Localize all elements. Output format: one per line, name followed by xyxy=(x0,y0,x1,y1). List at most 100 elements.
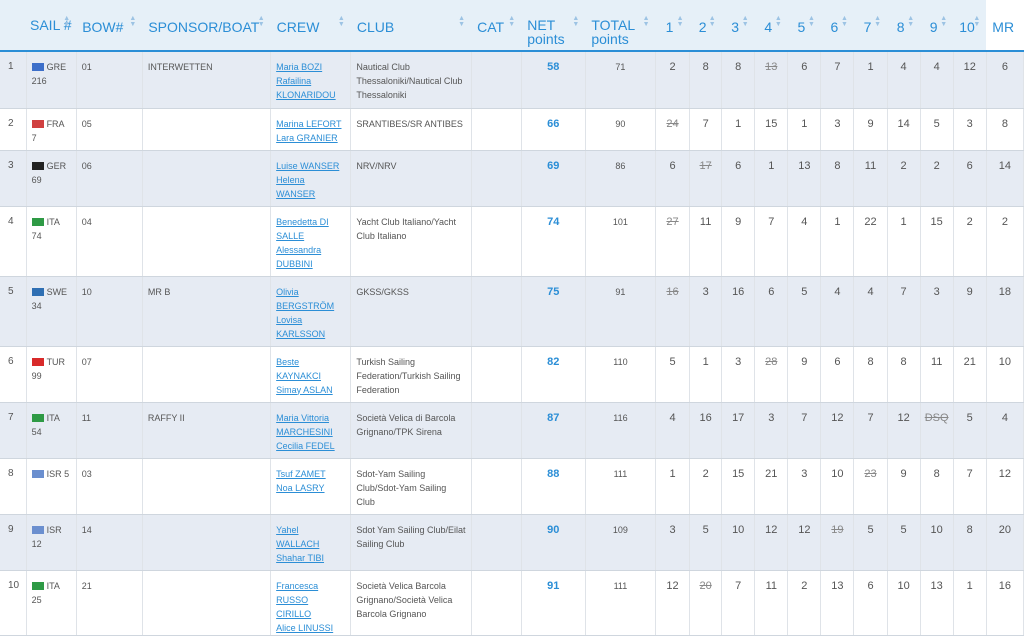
race-score: 2 xyxy=(986,206,1024,277)
col-header-race-8[interactable]: 8 ▲ ▼ xyxy=(887,0,921,52)
col-header-net[interactable]: NET points ▲ ▼ xyxy=(521,0,586,52)
crew-link[interactable]: DUBBINI xyxy=(276,258,313,269)
crew-link[interactable]: Maria Vittoria xyxy=(276,412,329,423)
sort-icon: ▲ ▼ xyxy=(807,15,815,28)
race-score: 9 xyxy=(853,108,888,151)
col-header-bow[interactable]: BOW# ▲ ▼ xyxy=(76,0,143,52)
race-score: 4 xyxy=(887,51,921,109)
crew-link[interactable]: RUSSO CIRILLO xyxy=(276,594,312,619)
race-score: 4 xyxy=(787,206,822,277)
crew-link[interactable]: Marina LEFORT xyxy=(276,118,342,129)
table-row: 2 FRA 7 05 Marina LEFORT Lara GRANIER SRANTIB… xyxy=(0,108,1024,151)
flag-icon xyxy=(31,413,44,422)
crew-cell: Marina LEFORT Lara GRANIER xyxy=(270,108,352,151)
club-cell: Società Velica Barcola Grignano/Società … xyxy=(350,570,472,636)
crew-link[interactable]: KARLSSON xyxy=(276,328,326,339)
crew-cell: Luise WANSER Helena WANSER xyxy=(270,150,352,207)
crew-link[interactable]: SALLE xyxy=(276,230,305,241)
crew-link[interactable]: Lara GRANIER xyxy=(276,132,338,143)
race-score: 16 xyxy=(689,402,723,459)
col-header-race-4[interactable]: 4 ▲ ▼ xyxy=(754,0,788,52)
crew-link[interactable]: WANSER xyxy=(276,188,316,199)
bow-cell: 01 xyxy=(76,51,143,109)
table-row: 5 SWE 34 10 MR B Olivia BERGSTRÖM Lovisa KARLSS… xyxy=(0,276,1024,347)
col-header-race-10[interactable]: 10 ▲ ▼ xyxy=(953,0,987,52)
crew-link[interactable]: Beste xyxy=(276,356,300,367)
cat-cell xyxy=(471,570,522,636)
race-score: 16 xyxy=(721,276,756,347)
sort-icon: ▲ ▼ xyxy=(940,15,948,28)
col-header-race-2[interactable]: 2 ▲ ▼ xyxy=(689,0,722,52)
race-score: DSQ xyxy=(920,402,954,459)
sort-icon: ▲ ▼ xyxy=(257,15,265,28)
table-row: 7 ITA 54 11 RAFFY II Maria Vittoria MARCHESIN… xyxy=(0,402,1024,459)
crew-link[interactable]: KLONARIDOU xyxy=(276,90,336,100)
col-header-race-5[interactable]: 5 ▲ ▼ xyxy=(787,0,821,52)
sort-icon: ▲ ▼ xyxy=(508,15,516,28)
col-header-race-7[interactable]: 7 ▲ ▼ xyxy=(853,0,888,52)
total-points: 111 xyxy=(585,458,657,515)
col-header-sail[interactable]: SAIL # ▲ ▼ xyxy=(0,0,77,52)
race-score: 7 xyxy=(754,206,789,277)
race-score: 8 xyxy=(920,458,954,515)
crew-link[interactable]: MARCHESINI xyxy=(276,426,333,437)
race-score: 8 xyxy=(721,51,756,109)
col-header-race-6[interactable]: 6 ▲ ▼ xyxy=(820,0,854,52)
crew-link[interactable]: Olivia xyxy=(276,286,299,297)
crew-link[interactable]: BERGSTRÖM xyxy=(276,300,335,311)
race-score: 1 xyxy=(887,206,921,277)
sponsor-cell xyxy=(142,206,272,277)
race-score: 7 xyxy=(721,570,756,636)
crew-link[interactable]: Noa LASRY xyxy=(276,482,325,493)
sort-icon: ▲ ▼ xyxy=(973,15,981,28)
race-score: 8 xyxy=(820,150,855,207)
race-score: 17 xyxy=(689,150,723,207)
net-points: 90 xyxy=(521,514,586,571)
net-points: 82 xyxy=(521,346,586,403)
crew-link[interactable]: Francesca xyxy=(276,580,319,591)
col-header-total[interactable]: TOTAL points ▲ ▼ xyxy=(585,0,656,52)
col-header-race-1[interactable]: 1 ▲ ▼ xyxy=(655,0,690,52)
race-score: 8 xyxy=(887,346,921,403)
crew-link[interactable]: Lovisa xyxy=(276,314,303,325)
crew-link[interactable]: Cecilia FEDEL xyxy=(276,440,335,451)
race-score: 12 xyxy=(986,458,1024,515)
crew-link[interactable]: Maria BOZI xyxy=(276,62,323,72)
race-score: 7 xyxy=(887,276,921,347)
sort-icon: ▲ ▼ xyxy=(907,15,915,28)
race-score: 2 xyxy=(953,206,987,277)
crew-link[interactable]: Yahel xyxy=(276,524,299,535)
col-header-race-9[interactable]: 9 ▲ ▼ xyxy=(920,0,954,52)
race-score: 20 xyxy=(689,570,723,636)
crew-link[interactable]: Benedetta DI xyxy=(276,216,329,227)
crew-link[interactable]: Simay ASLAN xyxy=(276,384,333,395)
col-header-cat[interactable]: CAT ▲ ▼ xyxy=(471,0,522,52)
flag-icon xyxy=(31,287,44,296)
col-header-club[interactable]: CLUB ▲ ▼ xyxy=(350,0,472,52)
sort-icon: ▲ ▼ xyxy=(642,15,650,28)
crew-link[interactable]: WALLACH xyxy=(276,538,320,549)
crew-cell: Maria Vittoria MARCHESINI Cecilia FEDEL xyxy=(270,402,352,459)
bow-cell: 07 xyxy=(76,346,143,403)
crew-link[interactable]: Alessandra xyxy=(276,244,322,255)
race-score: 5 xyxy=(655,346,691,403)
crew-link[interactable]: KAYNAKCI xyxy=(276,370,321,381)
crew-link[interactable]: Luise WANSER xyxy=(276,160,340,171)
crew-link[interactable]: Shahar TIBI xyxy=(276,552,325,563)
table-row: 4 ITA 74 04 Benedetta DI SALLE Alessandra DUBB… xyxy=(0,206,1024,277)
race-score: 16 xyxy=(655,276,691,347)
col-header-race-3[interactable]: 3 ▲ ▼ xyxy=(721,0,755,52)
table-row: 9 ISR 12 14 Yahel WALLACH Shahar TIBI Sdot Yam… xyxy=(0,514,1024,571)
race-score: 3 xyxy=(721,346,756,403)
col-header-race-mr[interactable]: MR xyxy=(986,0,1024,52)
race-score: 11 xyxy=(853,150,888,207)
total-points: 109 xyxy=(585,514,657,571)
race-score: 6 xyxy=(787,51,822,109)
col-header-sponsor[interactable]: SPONSOR/BOAT ▲ ▼ xyxy=(142,0,271,52)
col-header-crew[interactable]: CREW ▲ ▼ xyxy=(270,0,351,52)
crew-link[interactable]: Rafailina xyxy=(276,76,312,86)
crew-link[interactable]: Helena xyxy=(276,174,305,185)
crew-link[interactable]: Tsuf ZAMET xyxy=(276,468,326,479)
crew-link[interactable]: Alice LINUSSI xyxy=(276,622,334,633)
rank-cell: 6 xyxy=(0,346,27,403)
